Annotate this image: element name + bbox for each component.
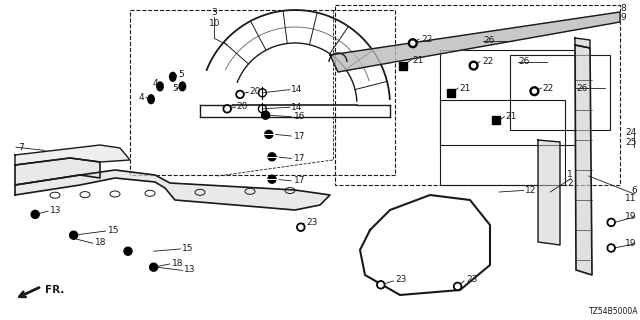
Circle shape (469, 61, 478, 70)
Circle shape (225, 107, 229, 111)
Bar (440, 100, 565, 185)
Text: 2: 2 (567, 179, 573, 188)
Text: 25: 25 (625, 138, 637, 147)
Ellipse shape (179, 82, 186, 91)
Text: 9: 9 (620, 13, 626, 22)
Circle shape (238, 92, 242, 97)
Text: 4: 4 (152, 79, 158, 88)
Circle shape (609, 220, 613, 225)
Text: 26: 26 (576, 84, 588, 92)
Polygon shape (575, 38, 590, 48)
Circle shape (236, 91, 244, 99)
Polygon shape (15, 170, 330, 210)
Text: 21: 21 (506, 112, 517, 121)
FancyBboxPatch shape (399, 61, 407, 70)
Text: FR.: FR. (45, 284, 64, 295)
Text: 20: 20 (237, 102, 248, 111)
Circle shape (268, 153, 276, 161)
Text: 19: 19 (625, 212, 637, 221)
Polygon shape (330, 12, 620, 72)
Text: 14: 14 (291, 103, 303, 112)
Circle shape (408, 39, 417, 48)
Text: 5: 5 (172, 84, 178, 93)
Circle shape (609, 246, 613, 250)
Text: 20: 20 (250, 87, 261, 96)
Text: 4: 4 (138, 93, 144, 102)
Circle shape (379, 283, 383, 287)
Polygon shape (15, 158, 100, 185)
Circle shape (532, 89, 536, 93)
Circle shape (223, 105, 231, 113)
Ellipse shape (157, 82, 163, 91)
Bar (510, 55, 610, 130)
Text: TZ54B5000A: TZ54B5000A (589, 307, 639, 316)
Polygon shape (575, 45, 592, 275)
Text: 18: 18 (172, 259, 183, 268)
Text: 23: 23 (466, 276, 477, 284)
Ellipse shape (148, 95, 154, 104)
FancyBboxPatch shape (447, 89, 455, 97)
Text: 1: 1 (567, 170, 573, 179)
Circle shape (454, 282, 461, 291)
Text: 17: 17 (294, 154, 306, 163)
Text: 5: 5 (178, 70, 184, 79)
Text: 7: 7 (18, 143, 24, 152)
Text: 19: 19 (625, 239, 637, 248)
Text: 21: 21 (412, 56, 424, 65)
Text: 10: 10 (209, 19, 220, 28)
Bar (335, 5, 620, 185)
Text: 13: 13 (184, 265, 196, 274)
Text: 23: 23 (306, 218, 317, 227)
Circle shape (456, 284, 460, 289)
Text: 18: 18 (95, 238, 106, 247)
Circle shape (262, 111, 269, 119)
Circle shape (377, 281, 385, 289)
Circle shape (299, 225, 303, 229)
Circle shape (70, 231, 77, 239)
Text: 13: 13 (50, 206, 61, 215)
Text: 8: 8 (620, 4, 626, 13)
Text: 22: 22 (482, 57, 493, 66)
Polygon shape (15, 145, 130, 165)
Text: 26: 26 (518, 57, 530, 66)
Polygon shape (538, 140, 560, 245)
Circle shape (265, 131, 273, 139)
Text: 15: 15 (182, 244, 194, 252)
Circle shape (607, 218, 615, 227)
FancyBboxPatch shape (492, 116, 500, 124)
Circle shape (124, 247, 132, 255)
Text: 16: 16 (294, 112, 306, 121)
Ellipse shape (170, 72, 176, 81)
Text: 23: 23 (396, 276, 407, 284)
Text: 17: 17 (294, 176, 306, 185)
Circle shape (472, 64, 476, 68)
Text: 26: 26 (483, 36, 495, 45)
Text: 15: 15 (108, 226, 119, 235)
Text: 21: 21 (460, 84, 471, 92)
Text: 6: 6 (631, 186, 637, 195)
Circle shape (411, 41, 415, 45)
Bar (130, 10, 395, 175)
Circle shape (297, 223, 305, 231)
Text: 22: 22 (421, 35, 433, 44)
Circle shape (150, 263, 157, 271)
Bar (440, 50, 575, 145)
Text: 11: 11 (625, 194, 637, 203)
Text: 17: 17 (294, 132, 306, 140)
Text: 3: 3 (212, 8, 217, 17)
Text: 24: 24 (625, 128, 637, 137)
Circle shape (530, 87, 539, 96)
Circle shape (268, 175, 276, 183)
Text: 14: 14 (291, 85, 303, 94)
Circle shape (31, 211, 39, 219)
Text: 22: 22 (543, 84, 554, 92)
Text: 12: 12 (525, 186, 536, 195)
Circle shape (607, 244, 615, 252)
